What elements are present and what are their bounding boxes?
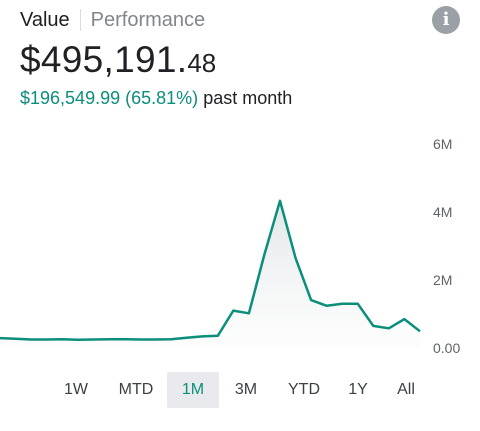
change-percent: (65.81%) — [125, 88, 199, 108]
range-1w[interactable]: 1W — [64, 381, 88, 398]
range-1y[interactable]: 1Y — [348, 381, 368, 398]
view-tabs: Value Performance — [20, 6, 205, 34]
range-ytd[interactable]: YTD — [288, 381, 320, 398]
range-3m[interactable]: 3M — [234, 381, 258, 398]
total-value-main: $495,191. — [20, 39, 188, 80]
series-area-fill — [0, 200, 420, 348]
y-tick-label: 4M — [433, 204, 452, 220]
total-value-cents: 48 — [187, 48, 217, 78]
tab-value[interactable]: Value — [20, 9, 70, 31]
tab-divider — [79, 9, 81, 31]
info-button[interactable]: i — [432, 6, 460, 34]
change-summary: $196,549.99 (65.81%) past month — [20, 86, 292, 110]
range-mtd[interactable]: MTD — [118, 381, 154, 398]
change-period: past month — [203, 88, 293, 108]
info-icon: i — [442, 9, 450, 30]
series-line — [0, 199, 421, 342]
time-range-selector: 1W MTD 1M 3M YTD 1Y All — [0, 370, 480, 410]
y-tick-label: 0.00 — [433, 340, 460, 356]
y-tick-label: 2M — [433, 272, 452, 288]
tab-performance[interactable]: Performance — [90, 9, 206, 31]
portfolio-total: $495,191.48 — [20, 38, 216, 82]
range-1m[interactable]: 1M — [167, 372, 219, 408]
change-amount: $196,549.99 — [20, 88, 121, 108]
value-chart: 0.00 2M 4M 6M — [0, 136, 460, 356]
range-all[interactable]: All — [397, 381, 415, 398]
y-tick-label: 6M — [433, 136, 452, 152]
